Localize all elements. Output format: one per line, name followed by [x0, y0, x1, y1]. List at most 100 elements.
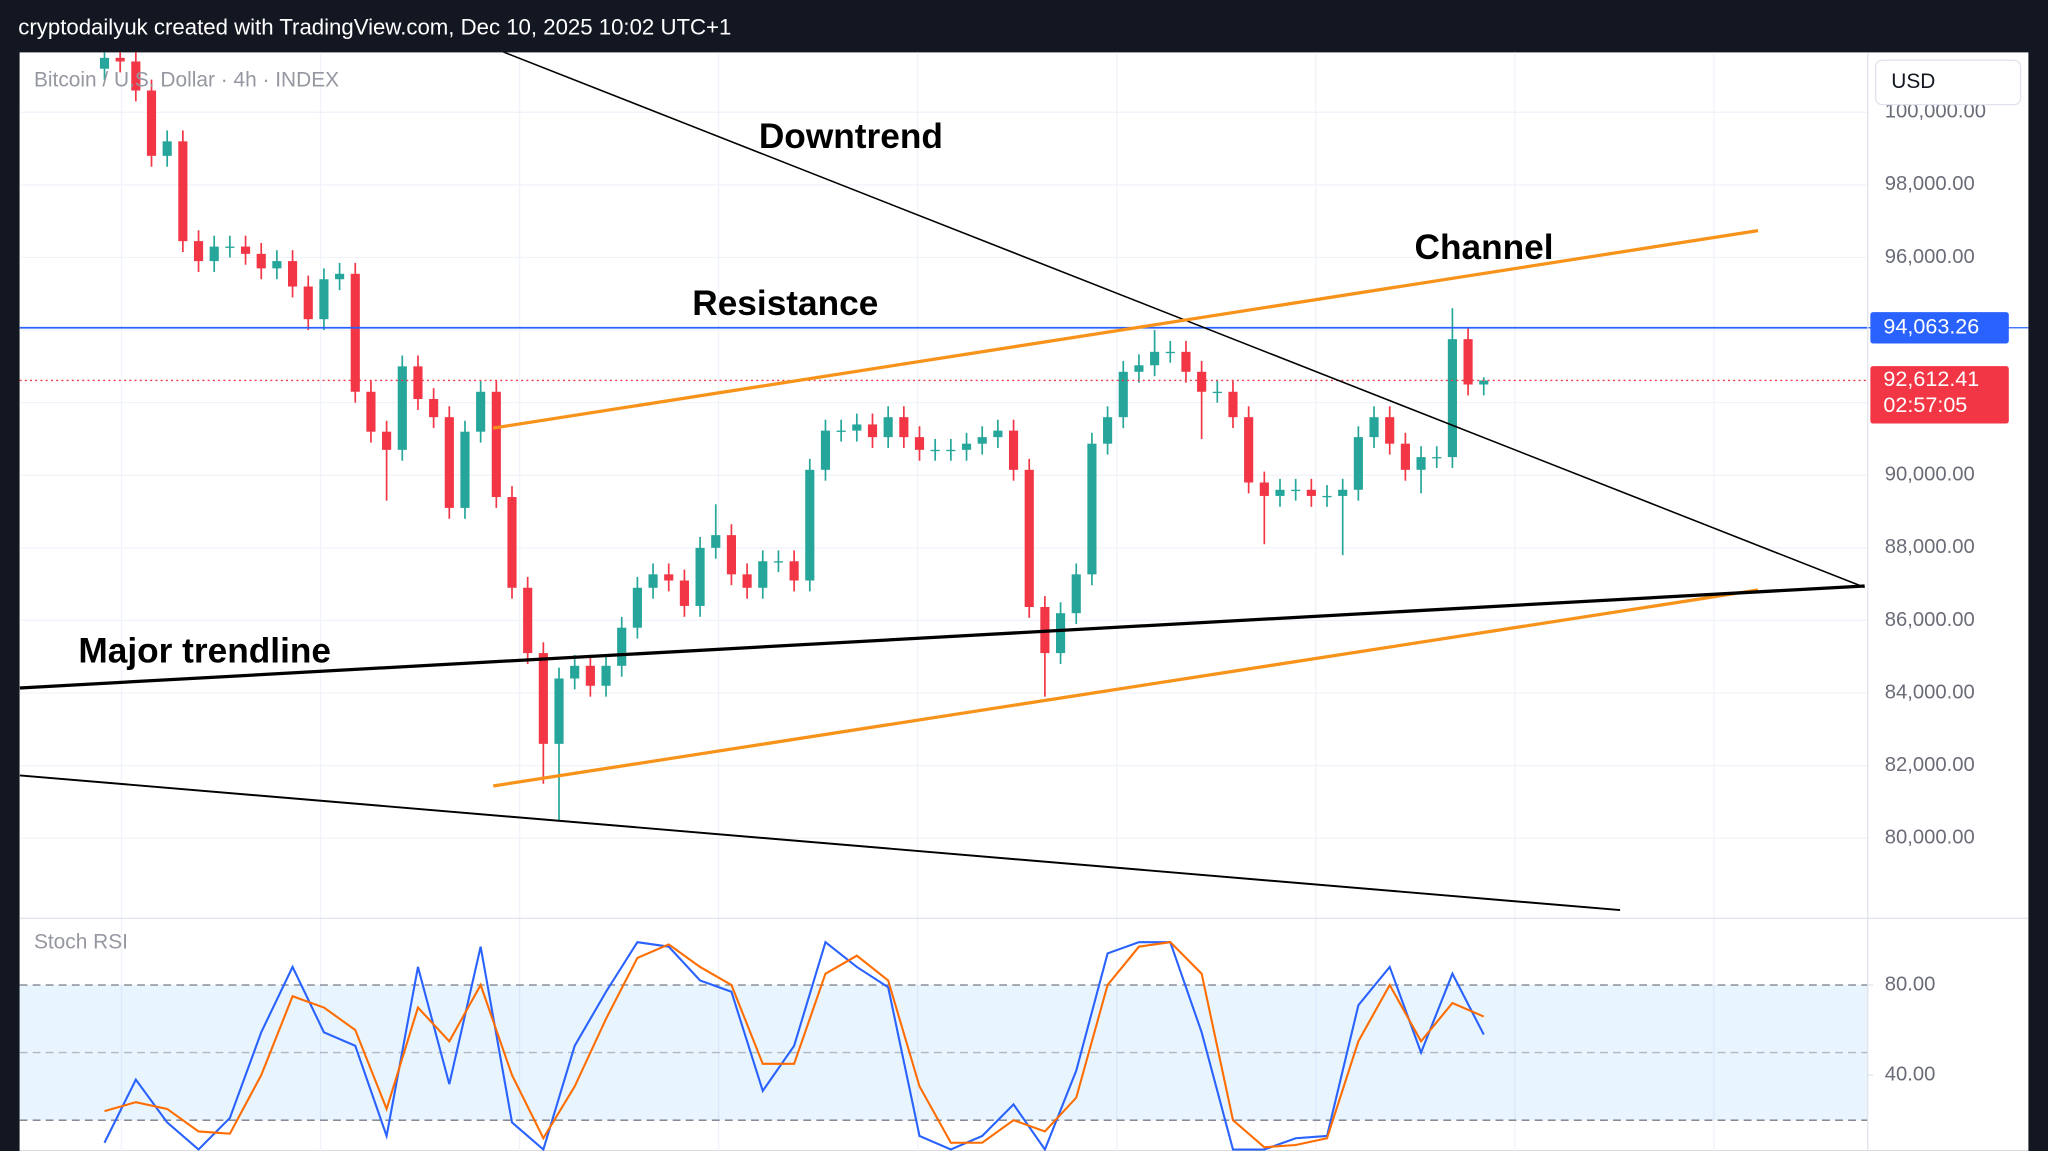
candle-body — [209, 246, 219, 262]
candle-body — [1416, 457, 1426, 470]
candle-body — [1447, 339, 1457, 458]
candle-body — [1432, 457, 1442, 459]
candle-body — [507, 497, 517, 588]
candle-body — [429, 399, 439, 418]
candle-body — [193, 241, 204, 262]
candle-body — [1479, 380, 1489, 385]
candle-body — [288, 261, 298, 287]
candle-body — [1338, 489, 1348, 496]
candle-body — [852, 424, 862, 431]
y-tick-label: 88,000.00 — [1885, 536, 1975, 558]
currency-button[interactable] — [1874, 59, 2022, 106]
candle-body — [726, 535, 736, 575]
y-tick-label: 80,000.00 — [1885, 827, 1975, 849]
y-tick-label: 100,000.00 — [1885, 101, 1986, 123]
candle-body — [1150, 351, 1160, 366]
candle-body — [961, 443, 972, 450]
grid — [19, 52, 2029, 1151]
candle-body — [930, 449, 940, 452]
price-label-box — [1870, 312, 2009, 344]
candle-body — [1385, 417, 1395, 444]
candle-body — [1244, 417, 1254, 483]
candle-body — [319, 279, 329, 320]
y-tick-label: 80.00 — [1885, 973, 1936, 995]
candle-body — [131, 61, 141, 91]
candle-body — [225, 246, 235, 248]
candle-body — [554, 678, 564, 744]
candle-body — [679, 580, 689, 606]
candle-body — [601, 665, 611, 686]
candle-body — [758, 561, 768, 588]
candle-body — [460, 431, 470, 508]
candle-body — [303, 286, 313, 320]
header-text: cryptodailyuk created with TradingView.c… — [18, 15, 731, 40]
trend-line — [492, 588, 1759, 788]
candle-body — [335, 273, 345, 280]
countdown-label: 02:57:05 — [1883, 392, 1967, 417]
candle-body — [178, 141, 188, 242]
candle-body — [350, 273, 360, 392]
chart-area — [19, 52, 2029, 1151]
candle-body — [1197, 371, 1207, 392]
candle-body — [695, 547, 705, 606]
candle-body — [648, 574, 658, 588]
trend-line — [492, 229, 1759, 430]
candle-body — [883, 417, 893, 438]
candle-body — [585, 665, 595, 686]
y-tick-label: 82,000.00 — [1885, 754, 1975, 776]
candle-body — [1181, 351, 1191, 372]
candle-body — [711, 535, 721, 548]
candle-body — [538, 653, 548, 744]
candle-body — [820, 430, 831, 470]
candle-body — [272, 261, 282, 269]
candle-body — [867, 424, 878, 438]
y-tick-label: 96,000.00 — [1885, 246, 1975, 268]
candle-body — [256, 253, 266, 269]
candle-body — [1165, 351, 1175, 354]
candle-body — [1463, 339, 1473, 385]
price-pane — [19, 52, 1868, 912]
candle-body — [366, 391, 376, 432]
candle-body — [523, 587, 533, 654]
candle-body — [1306, 489, 1316, 496]
candle-body — [1369, 417, 1379, 438]
annotation: Resistance — [692, 284, 878, 323]
annotation: Channel — [1415, 228, 1554, 267]
price-label: 94,063.26 — [1883, 313, 1979, 338]
candle-body — [1353, 437, 1363, 490]
stoch-line — [104, 941, 1485, 1149]
candle-body — [162, 141, 172, 156]
price-label: 92,612.41 — [1883, 366, 1979, 391]
candle-body — [397, 366, 407, 450]
candle-body — [789, 561, 799, 581]
y-tick-label: 90,000.00 — [1885, 464, 1975, 486]
candle-body — [1259, 482, 1269, 496]
candle-body — [1118, 371, 1128, 418]
candle-body — [1400, 443, 1410, 470]
candle-body — [914, 437, 925, 450]
currency-label[interactable]: USD — [1891, 70, 1935, 93]
candle-body — [1228, 391, 1238, 418]
candle-body — [99, 57, 110, 69]
candle-body — [1056, 613, 1066, 654]
candle-body — [491, 391, 501, 498]
candle-body — [632, 587, 642, 628]
y-tick-label: 98,000.00 — [1885, 173, 1975, 195]
candle-body — [977, 437, 987, 444]
trend-line — [19, 774, 1621, 912]
candle-body — [1071, 574, 1081, 614]
candle-body — [805, 469, 815, 581]
stoch-pane — [19, 940, 1868, 1151]
candle-body — [1275, 489, 1285, 496]
candle-body — [1087, 443, 1097, 575]
candle-body — [773, 561, 784, 563]
candle-body — [570, 665, 580, 679]
candle-body — [836, 430, 846, 432]
candle-body — [115, 57, 125, 62]
candle-body — [742, 574, 752, 588]
candle-body — [664, 574, 674, 581]
trend-line — [19, 584, 1865, 690]
candle-body — [240, 246, 251, 254]
price-label-box — [1870, 366, 2009, 424]
